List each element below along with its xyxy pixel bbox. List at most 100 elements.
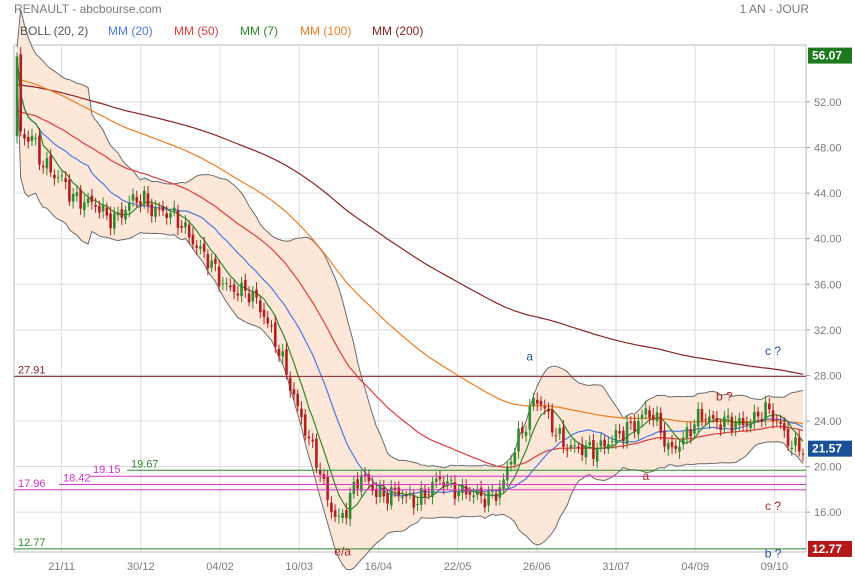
candle-body: [318, 470, 322, 475]
candle-body: [187, 224, 191, 238]
candle-body: [232, 284, 236, 292]
candle-body: [333, 510, 337, 517]
candle-body: [161, 206, 165, 212]
legend-entry: MM (100): [300, 24, 351, 38]
level-label: 17.96: [18, 478, 46, 490]
candle-body: [15, 56, 19, 137]
candle-body: [71, 193, 75, 202]
bollinger-upper: [16, 9, 804, 469]
candle-body: [120, 209, 124, 218]
candle-body: [113, 213, 116, 229]
candle-body: [68, 179, 71, 202]
candle-body: [663, 430, 666, 447]
axes: 52.00 48.00 44.00 40.00 36.00 32.00 28.00 24.00…: [48, 97, 841, 573]
level-label: 12.77: [18, 537, 46, 549]
candle-body: [378, 485, 382, 498]
candle-body: [210, 260, 213, 268]
candle-body: [180, 226, 183, 228]
candle-body: [517, 428, 520, 452]
candle-body: [345, 510, 348, 518]
candle-body: [221, 283, 225, 285]
plot-frame: [13, 44, 807, 553]
candle-body: [610, 441, 614, 443]
candle-body: [367, 474, 371, 482]
candle-body: [655, 412, 659, 422]
x-tick-label: 04/09: [681, 561, 709, 573]
candle-body: [711, 415, 715, 419]
candle-body: [236, 293, 240, 296]
candle-body: [569, 445, 573, 448]
x-tick-label: 10/03: [285, 561, 313, 573]
candle-body: [139, 201, 142, 206]
x-tick-label: 30/12: [127, 561, 155, 573]
candle-body: [644, 408, 648, 415]
level-label: 19.67: [131, 458, 159, 470]
candle-body: [741, 417, 745, 426]
candle-body: [251, 290, 255, 302]
candle-body: [240, 282, 243, 297]
candle-body: [363, 474, 367, 476]
wave-label: a: [642, 469, 649, 483]
candle-body: [75, 192, 79, 197]
candle-body: [79, 189, 82, 209]
candle-body: [341, 512, 344, 518]
candle-body: [659, 412, 663, 433]
candle-body: [131, 194, 135, 201]
x-tick-label: 04/02: [206, 561, 234, 573]
candle-body: [352, 481, 356, 495]
candle-body: [730, 416, 734, 432]
period-label: 1 AN - JOUR: [739, 2, 809, 16]
candle-body: [554, 435, 558, 437]
candle-body: [666, 443, 670, 450]
candle-body: [640, 414, 644, 419]
candle-body: [779, 421, 782, 424]
wave-labels: a c ? b ? a c ? b ? e/a: [334, 344, 781, 561]
candle-body: [337, 515, 341, 517]
candle-body: [434, 478, 438, 482]
candle-body: [760, 418, 764, 422]
candle-body: [670, 442, 674, 448]
candle-body: [41, 165, 45, 168]
candle-body: [386, 493, 389, 504]
candle-body: [614, 429, 618, 443]
candle-body: [782, 423, 786, 431]
bollinger-band: [16, 9, 804, 571]
candle-body: [599, 440, 603, 447]
y-tick-label: 40.00: [814, 234, 842, 246]
candle-body: [412, 495, 416, 508]
candle-body: [745, 423, 749, 426]
mm100-line: [16, 78, 804, 425]
wave-label: a: [526, 350, 533, 364]
candle-body: [532, 397, 535, 407]
y-tick-label: 32.00: [814, 325, 842, 337]
candle-body: [438, 476, 442, 480]
chart-title: RENAULT - abcbourse.com: [14, 2, 162, 16]
candle-body: [191, 234, 195, 245]
candle-body: [483, 498, 487, 508]
candle-body: [393, 487, 397, 490]
candle-body: [539, 400, 543, 405]
candle-body: [693, 424, 696, 434]
legend-entry: MM (200): [372, 24, 423, 38]
candle-body: [618, 431, 621, 434]
candle-body: [154, 207, 157, 217]
candle-body: [708, 416, 711, 422]
candle-body: [356, 479, 359, 489]
x-tick-label: 09/10: [761, 561, 789, 573]
candle-body: [696, 408, 700, 427]
x-tick-label: 16/04: [365, 561, 393, 573]
candle-body: [307, 436, 311, 439]
candle-body: [53, 174, 56, 179]
candle-body: [651, 414, 655, 420]
candle-body: [715, 417, 719, 423]
x-tick-label: 26/06: [523, 561, 551, 573]
y-tick-label: 16.00: [814, 507, 842, 519]
candle-body: [756, 411, 760, 417]
candle-body: [247, 293, 251, 303]
candle-body: [468, 491, 472, 495]
candle-body: [105, 207, 109, 216]
candle-body: [135, 196, 139, 203]
candle-body: [266, 317, 270, 324]
candle-body: [56, 177, 60, 179]
mm200-line: [16, 84, 804, 375]
